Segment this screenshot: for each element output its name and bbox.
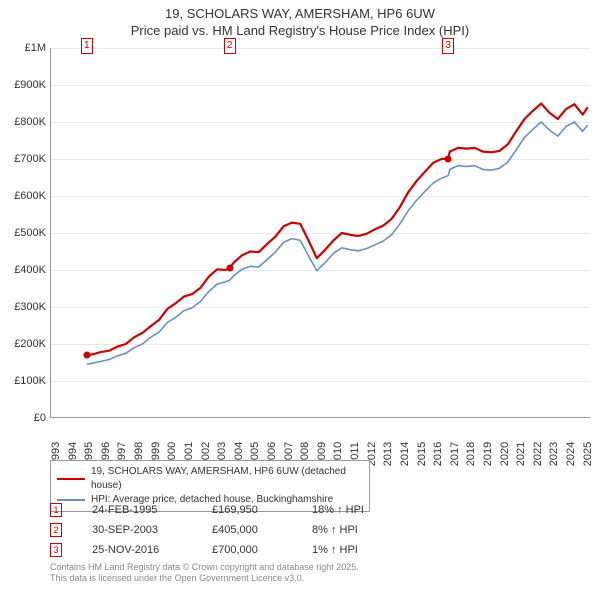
- chart-container: 19, SCHOLARS WAY, AMERSHAM, HP6 6UW Pric…: [0, 0, 600, 590]
- legend-swatch: [57, 478, 85, 480]
- transaction-pct: 18% ↑ HPI: [312, 504, 412, 516]
- transaction-marker: 2: [50, 523, 62, 537]
- xtick-label: 2013: [382, 442, 394, 466]
- ytick-label: £600K: [4, 190, 46, 202]
- chart-title: 19, SCHOLARS WAY, AMERSHAM, HP6 6UW Pric…: [0, 0, 600, 40]
- transaction-date: 25-NOV-2016: [92, 544, 212, 556]
- ytick-label: £800K: [4, 116, 46, 128]
- marker-flag: 1: [81, 38, 93, 54]
- marker-flag: 2: [224, 38, 236, 54]
- legend-label: 19, SCHOLARS WAY, AMERSHAM, HP6 6UW (det…: [91, 465, 363, 493]
- xtick-label: 2017: [449, 442, 461, 466]
- title-line1: 19, SCHOLARS WAY, AMERSHAM, HP6 6UW: [0, 6, 600, 23]
- transaction-date: 24-FEB-1995: [92, 504, 212, 516]
- footer-note: Contains HM Land Registry data © Crown c…: [50, 562, 359, 584]
- xtick-label: 2025: [582, 442, 594, 466]
- ytick-label: £900K: [4, 79, 46, 91]
- series-price_paid: [87, 104, 588, 356]
- marker-flag: 3: [442, 38, 454, 54]
- marker-dot: [226, 265, 233, 272]
- ytick-label: £1M: [4, 42, 46, 54]
- ytick-label: £500K: [4, 227, 46, 239]
- xtick-label: 2015: [416, 442, 428, 466]
- ytick-label: £700K: [4, 153, 46, 165]
- transaction-pct: 8% ↑ HPI: [312, 524, 412, 536]
- marker-dot: [83, 352, 90, 359]
- footer-line1: Contains HM Land Registry data © Crown c…: [50, 562, 359, 573]
- marker-dot: [445, 156, 452, 163]
- transaction-date: 30-SEP-2003: [92, 524, 212, 536]
- xtick-label: 2020: [499, 442, 511, 466]
- legend-row: 19, SCHOLARS WAY, AMERSHAM, HP6 6UW (det…: [57, 465, 363, 493]
- xtick-label: 2023: [548, 442, 560, 466]
- line-plot: [51, 48, 591, 418]
- transaction-price: £169,950: [212, 504, 312, 516]
- xtick-label: 2019: [482, 442, 494, 466]
- footer-line2: This data is licensed under the Open Gov…: [50, 573, 359, 584]
- xtick-label: 2021: [515, 442, 527, 466]
- xtick-label: 2018: [465, 442, 477, 466]
- ytick-label: £200K: [4, 338, 46, 350]
- series-hpi: [87, 122, 588, 364]
- transaction-row: 2 30-SEP-2003£405,0008% ↑ HPI: [50, 520, 412, 540]
- transaction-row: 3 25-NOV-2016£700,0001% ↑ HPI: [50, 540, 412, 560]
- transaction-price: £405,000: [212, 524, 312, 536]
- transaction-marker: 1: [50, 503, 62, 517]
- transaction-marker: 3: [50, 543, 62, 557]
- plot-area: 123: [50, 48, 590, 418]
- transaction-pct: 1% ↑ HPI: [312, 544, 412, 556]
- xtick-label: 2022: [532, 442, 544, 466]
- ytick-label: £300K: [4, 301, 46, 313]
- xtick-label: 2016: [432, 442, 444, 466]
- transactions-table: 1 24-FEB-1995£169,95018% ↑ HPI 2 30-SEP-200…: [50, 500, 412, 560]
- xtick-label: 2014: [399, 442, 411, 466]
- transaction-row: 1 24-FEB-1995£169,95018% ↑ HPI: [50, 500, 412, 520]
- transaction-price: £700,000: [212, 544, 312, 556]
- ytick-label: £100K: [4, 375, 46, 387]
- xtick-label: 2024: [565, 442, 577, 466]
- ytick-label: £400K: [4, 264, 46, 276]
- ytick-label: £0: [4, 412, 46, 424]
